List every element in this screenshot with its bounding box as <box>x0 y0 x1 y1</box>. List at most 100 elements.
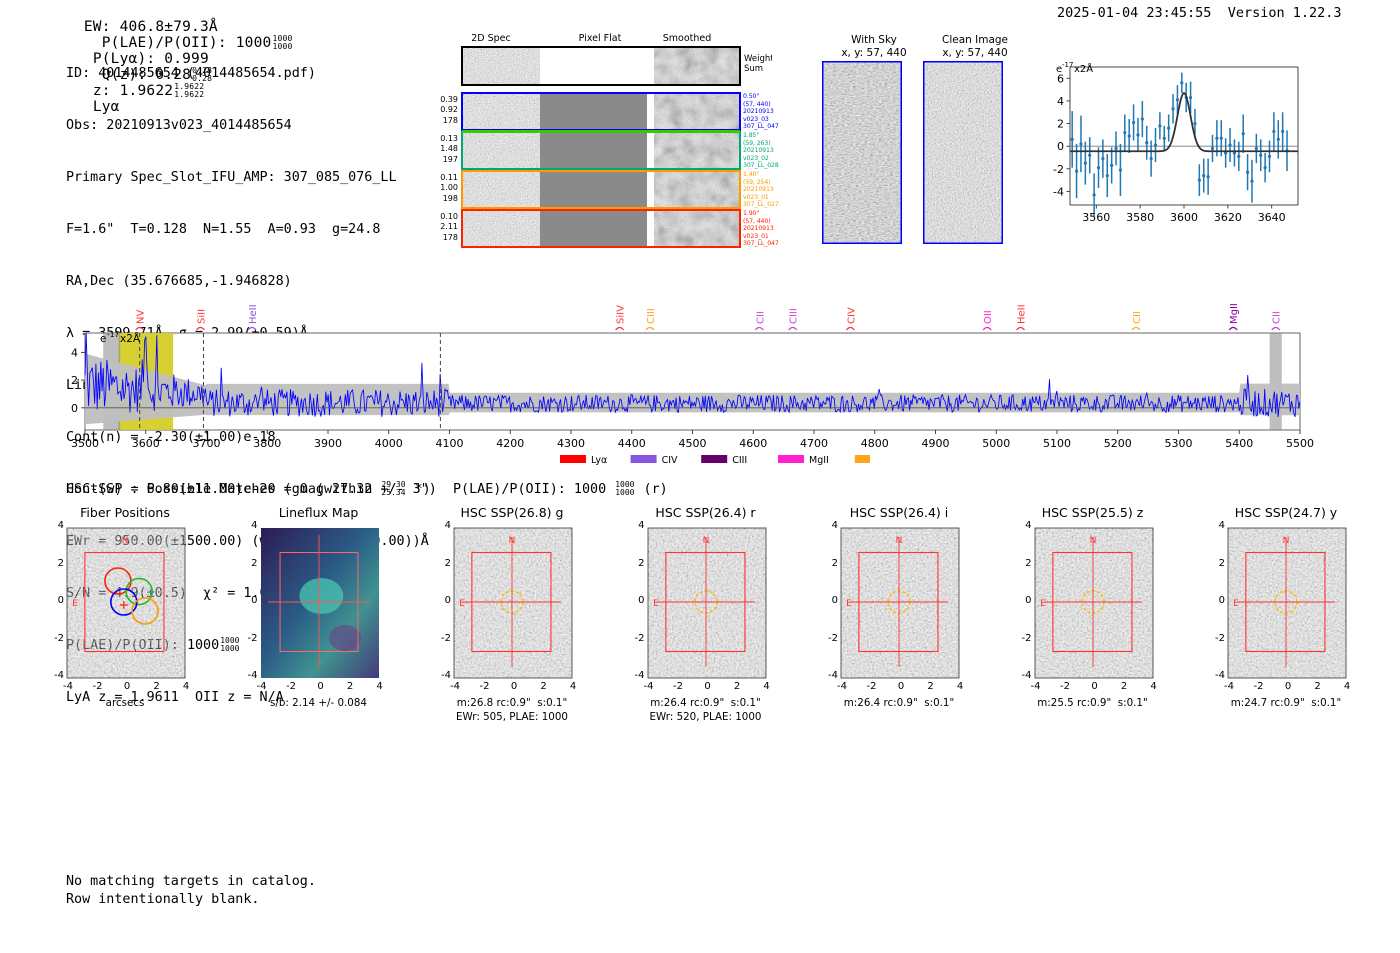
info-redshifts: LyA z = 1.9611 OII z = N/A <box>66 690 284 706</box>
line-fit-svg: 3560 3580 3600 3620 3640 -4 -2 0 2 4 6 e -17 x2Å <box>1053 61 1299 224</box>
svg-text:E: E <box>1233 599 1239 609</box>
svg-text:3500: 3500 <box>71 437 99 450</box>
fiber-values-2: 0.13 1.48 197 <box>440 134 458 164</box>
line-fit-plot: 3560 3580 3600 3620 3640 -4 -2 0 2 4 6 e -17 x2Å <box>1040 55 1308 240</box>
version-timestamp: 2025-01-04 23:45:55 Version 1.22.3 <box>1057 5 1342 21</box>
cutout-title: HSC SSP(26.4) r <box>655 505 756 520</box>
cutout-ytick: -4 <box>828 670 838 681</box>
cutout-xtick: 0 <box>897 681 905 692</box>
plae-label: P(LAE)/P(OII): <box>101 35 236 51</box>
cutout-xtick: -2 <box>1060 681 1070 692</box>
svg-text:N: N <box>122 536 129 546</box>
cutout-title: Fiber Positions <box>80 505 170 520</box>
svg-text:0: 0 <box>1057 140 1064 153</box>
svg-text:5100: 5100 <box>1043 437 1071 450</box>
header-summary-line: EW: 406.8±79.3Å P(LAE)/P(OII): 1000 1000 1… <box>66 3 294 115</box>
svg-text:4: 4 <box>1057 95 1064 108</box>
cutout-ytick: -4 <box>1215 670 1225 681</box>
weighted-sum-label-1: Weighted <box>744 54 772 64</box>
cutout-xtick: 4 <box>376 681 383 692</box>
fiber-values-1: 0.39 0.92 178 <box>440 95 458 125</box>
line-marker-label: CII <box>755 311 766 324</box>
cutout-xtick: 4 <box>763 681 770 692</box>
info-cont-w: Cont(w) = 6.80(±11.00)e-20 (gmag 27.32 2… <box>66 479 431 497</box>
cutout-xtick: -4 <box>643 681 654 692</box>
z-bounds: 1.9622 1.9622 <box>174 82 205 99</box>
svg-text:5500: 5500 <box>1286 437 1314 450</box>
z-value: 1.9622 <box>119 83 174 99</box>
line-marker-label: NV <box>136 310 147 324</box>
svg-text:4300: 4300 <box>557 437 585 450</box>
cutout-ytick: -4 <box>54 670 64 681</box>
fiber-meta-3: 1.40" (59, 254) 20210913 v023_01 307_LL_… <box>743 171 779 208</box>
fiber-values-3: 0.11 1.00 198 <box>440 173 458 203</box>
cutout-ytick: 0 <box>831 595 838 606</box>
cutout-ytick: 2 <box>1025 557 1032 569</box>
qz-value: 0.28 <box>155 67 192 83</box>
version: Version 1.22.3 <box>1227 5 1342 21</box>
svg-text:Lyα: Lyα <box>591 455 607 466</box>
line-name: Lyα <box>92 99 120 115</box>
hsc-plae-bounds: 1000 1000 <box>615 480 635 497</box>
svg-text:4600: 4600 <box>739 437 767 450</box>
cutout-ytick: 2 <box>831 557 838 569</box>
cutout-caption-2: EWr: 505, PLAE: 1000 <box>456 711 568 723</box>
plae-bounds: 1000 1000 <box>272 34 293 51</box>
fiber-row-3 <box>461 170 741 209</box>
cutout-ytick: -2 <box>828 632 838 644</box>
info-seeing: F=1.6" T=0.128 N=1.55 A=0.93 g=24.8 <box>66 221 381 237</box>
cutout-xtick: 4 <box>569 681 577 692</box>
svg-text:4000: 4000 <box>375 437 403 450</box>
cutout-ytick: 0 <box>251 595 258 606</box>
ew-value: 406.8±79.3Å <box>119 19 218 35</box>
line-marker-label: CII <box>1272 311 1283 324</box>
spectrum-units-exp: -17 <box>107 330 119 339</box>
svg-text:4200: 4200 <box>496 437 524 450</box>
fiber-values-4: 0.10 2.11 178 <box>440 212 458 242</box>
cutout-xtick: -4 <box>1224 681 1234 692</box>
title-smoothed: Smoothed <box>663 33 712 44</box>
cutout-ytick: 4 <box>57 520 64 531</box>
twod-spectrum-montage: 2D Spec Pixel Flat Smoothed Weighted Sum <box>432 33 779 248</box>
cutout-xtick: 0 <box>704 681 711 692</box>
cutout-xtick: -4 <box>1030 681 1041 692</box>
cutout-xtick: 2 <box>927 681 934 692</box>
svg-text:E: E <box>846 599 852 609</box>
fiber-row-4 <box>461 209 741 248</box>
cutout-xtick: 4 <box>1150 681 1157 692</box>
z-label: z: <box>92 83 120 99</box>
weighted-sum-row: Weighted Sum <box>461 46 772 86</box>
cutout-image: NE <box>647 527 766 679</box>
cutout-ytick: -4 <box>247 670 258 681</box>
cutout-image: NE <box>1034 527 1153 679</box>
cutout-xtick: -4 <box>837 681 847 692</box>
qz-bounds: 0.28 0.28 <box>192 66 213 83</box>
clean-image-panel <box>923 61 1003 244</box>
svg-text:4100: 4100 <box>436 437 464 450</box>
cutout-xtick: -2 <box>866 681 877 692</box>
cutout-image: NE <box>1227 527 1347 679</box>
linefit-units-label: e <box>1056 64 1062 75</box>
svg-text:-2: -2 <box>1053 163 1064 176</box>
cutout-ytick: 2 <box>1218 557 1225 569</box>
info-plae-bounds: 1000 1000 <box>220 636 240 654</box>
cutout-ytick: 4 <box>1025 520 1032 531</box>
cutout-ytick: -2 <box>441 632 451 644</box>
line-marker-label: MgII <box>1229 303 1240 324</box>
line-marker-label: CII <box>1132 311 1143 324</box>
cutout-ytick: 4 <box>1218 520 1225 531</box>
fiber-row-1 <box>461 92 741 131</box>
svg-text:2: 2 <box>71 374 78 387</box>
with-sky-coords: x, y: 57, 440 <box>841 47 907 59</box>
line-marker-label: OII <box>983 310 994 324</box>
with-sky-svg <box>822 61 902 244</box>
title-pixel-flat: Pixel Flat <box>579 33 622 44</box>
svg-text:3800: 3800 <box>253 437 281 450</box>
spectrum-units-label: e <box>100 333 106 345</box>
svg-text:E: E <box>72 599 78 609</box>
cutout-xtick: -2 <box>1253 681 1264 692</box>
hsc-ssp-header: HSC-SSP : Possible Matches = 0 (within +… <box>66 480 668 498</box>
info-id: ID: 4014485654 (4014485654.pdf) <box>66 65 316 81</box>
svg-text:4500: 4500 <box>679 437 707 450</box>
bottom-note: No matching targets in catalog. Row inte… <box>66 874 316 907</box>
